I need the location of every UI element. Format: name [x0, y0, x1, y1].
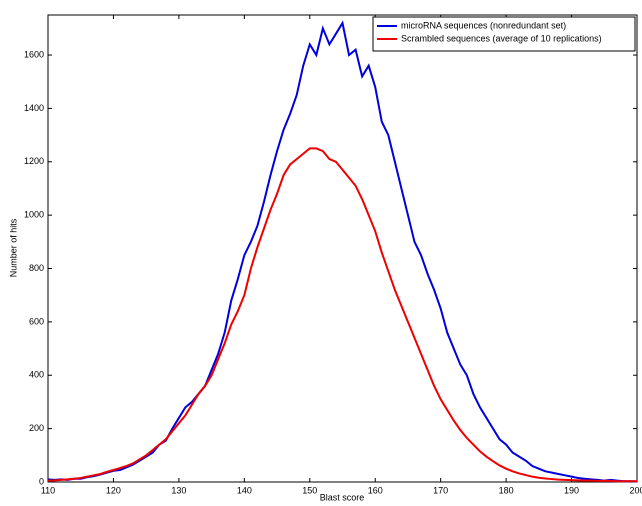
legend-label: microRNA sequences (nonredundant set) — [401, 20, 566, 30]
y-tick-label: 200 — [29, 423, 44, 433]
x-tick-label: 180 — [499, 485, 514, 495]
line-series — [47, 20, 638, 483]
x-tick-label: 130 — [171, 485, 186, 495]
y-tick-label: 1200 — [24, 156, 44, 166]
x-tick-label: 110 — [41, 485, 55, 495]
y-tick-label: 1600 — [24, 49, 44, 59]
y-axis-label: Number of hits — [8, 218, 18, 277]
y-tick-label: 1000 — [24, 210, 44, 220]
plot-frame — [47, 14, 638, 483]
legend-box — [372, 16, 636, 52]
x-tick-label: 160 — [368, 485, 383, 495]
legend-label: Scrambled sequences (average of 10 repli… — [401, 33, 602, 43]
x-axis-label: Blast score — [320, 492, 365, 502]
x-tick-label: 140 — [237, 485, 252, 495]
y-tick-label: 0 — [39, 476, 44, 486]
x-tick-label: 170 — [433, 485, 448, 495]
x-tick-label: 190 — [564, 485, 579, 495]
x-tick-label: 150 — [302, 485, 317, 495]
y-tick-label: 800 — [29, 263, 44, 273]
line-series — [47, 147, 637, 483]
x-tick-label: 120 — [106, 485, 121, 495]
x-tick-label: 200 — [629, 485, 642, 495]
y-tick-label: 1400 — [24, 103, 44, 113]
y-tick-label: 600 — [29, 316, 44, 326]
y-tick-label: 400 — [29, 370, 44, 380]
